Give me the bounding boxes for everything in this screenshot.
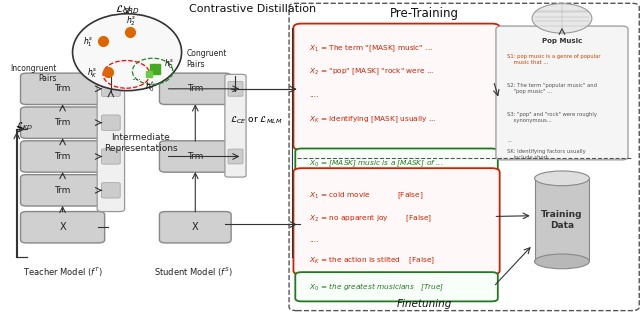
Text: X: X — [60, 222, 66, 232]
Text: $X_2$ = "pop" [MASK] "rock" were ...: $X_2$ = "pop" [MASK] "rock" were ... — [309, 67, 435, 77]
Text: $h_1^s$: $h_1^s$ — [83, 35, 93, 49]
FancyBboxPatch shape — [295, 272, 498, 301]
Text: S2: The term "popular music" and
    "pop music" ...: S2: The term "popular music" and "pop mu… — [507, 83, 597, 94]
FancyBboxPatch shape — [102, 115, 120, 130]
Ellipse shape — [72, 14, 182, 91]
FancyBboxPatch shape — [228, 149, 243, 164]
Text: $h_0^t$: $h_0^t$ — [145, 79, 155, 94]
FancyBboxPatch shape — [159, 73, 231, 105]
Text: SK: Identifying factors usually
    include short ...: SK: Identifying factors usually include … — [507, 149, 586, 160]
Text: Congruent
Pairs: Congruent Pairs — [186, 49, 227, 69]
Circle shape — [532, 4, 592, 33]
FancyBboxPatch shape — [102, 149, 120, 164]
FancyBboxPatch shape — [102, 81, 120, 96]
Text: ....: .... — [309, 92, 319, 98]
Text: Pop Music: Pop Music — [542, 38, 582, 44]
FancyBboxPatch shape — [20, 175, 104, 206]
Text: Contrastive Distillation: Contrastive Distillation — [189, 4, 317, 14]
Text: Trm: Trm — [54, 118, 71, 127]
Text: $h_0^s$: $h_0^s$ — [164, 58, 174, 71]
Text: S1: pop music is a genre of popular
    music that ...: S1: pop music is a genre of popular musi… — [507, 54, 601, 65]
Text: $\mathcal{L}_{CRD}$: $\mathcal{L}_{CRD}$ — [115, 3, 140, 16]
Text: ....: .... — [309, 237, 319, 243]
Text: Incongruent
Pairs: Incongruent Pairs — [10, 64, 57, 83]
Text: $X_K$ = the action is stilted    [False]: $X_K$ = the action is stilted [False] — [309, 256, 435, 266]
Text: $\mathcal{L}_{KD}$: $\mathcal{L}_{KD}$ — [15, 120, 33, 132]
Text: Trm: Trm — [54, 84, 71, 93]
Text: $X_1$ = The term "[MASK] music" ...: $X_1$ = The term "[MASK] music" ... — [309, 44, 433, 54]
Text: ....: .... — [131, 73, 141, 82]
Text: Pre-Training: Pre-Training — [390, 7, 459, 20]
Text: ...: ... — [507, 138, 512, 143]
FancyBboxPatch shape — [97, 68, 125, 212]
Text: $X_K$ = Identifying [MASK] usually ...: $X_K$ = Identifying [MASK] usually ... — [309, 115, 436, 125]
Text: Trm: Trm — [187, 84, 204, 93]
Text: Trm: Trm — [187, 152, 204, 161]
FancyBboxPatch shape — [20, 141, 104, 172]
FancyBboxPatch shape — [102, 183, 120, 198]
Ellipse shape — [534, 171, 589, 186]
FancyBboxPatch shape — [534, 178, 589, 261]
FancyBboxPatch shape — [159, 212, 231, 243]
FancyBboxPatch shape — [225, 74, 246, 177]
FancyBboxPatch shape — [159, 141, 231, 172]
Text: Trm: Trm — [54, 152, 71, 161]
FancyBboxPatch shape — [295, 149, 498, 180]
Text: $h_K^s$: $h_K^s$ — [87, 66, 98, 80]
Text: S3: "pop" and "rock" were roughly
    synonymous...: S3: "pop" and "rock" were roughly synony… — [507, 112, 597, 123]
Text: $X_0$ = [MASK] music is a [MASK] of ...: $X_0$ = [MASK] music is a [MASK] of ... — [309, 159, 444, 169]
Text: Student Model ($f^S$): Student Model ($f^S$) — [154, 266, 233, 279]
Text: $h_2^s$: $h_2^s$ — [126, 14, 136, 27]
Text: Training
Data: Training Data — [541, 210, 583, 230]
Text: Intermediate
Representations: Intermediate Representations — [104, 133, 177, 153]
Ellipse shape — [534, 254, 589, 269]
Text: $X_0$ = the greatest musicians   [True]: $X_0$ = the greatest musicians [True] — [309, 281, 445, 293]
FancyBboxPatch shape — [20, 107, 104, 138]
FancyBboxPatch shape — [293, 168, 500, 275]
Text: X: X — [192, 222, 198, 232]
Text: $X_2$ = no apparent joy        [False]: $X_2$ = no apparent joy [False] — [309, 213, 432, 224]
FancyBboxPatch shape — [293, 24, 500, 150]
FancyBboxPatch shape — [228, 81, 243, 96]
Text: Trm: Trm — [54, 186, 71, 195]
Text: $\mathcal{L}_{CE}$ or $\mathcal{L}_{MLM}$: $\mathcal{L}_{CE}$ or $\mathcal{L}_{MLM}… — [230, 114, 282, 126]
FancyBboxPatch shape — [20, 212, 104, 243]
FancyBboxPatch shape — [20, 73, 104, 105]
Text: Finetuning: Finetuning — [397, 299, 452, 309]
Text: Teacher Model ($f^T$): Teacher Model ($f^T$) — [23, 266, 103, 279]
FancyBboxPatch shape — [496, 26, 628, 160]
Text: $X_1$ = cold movie            [False]: $X_1$ = cold movie [False] — [309, 190, 424, 201]
